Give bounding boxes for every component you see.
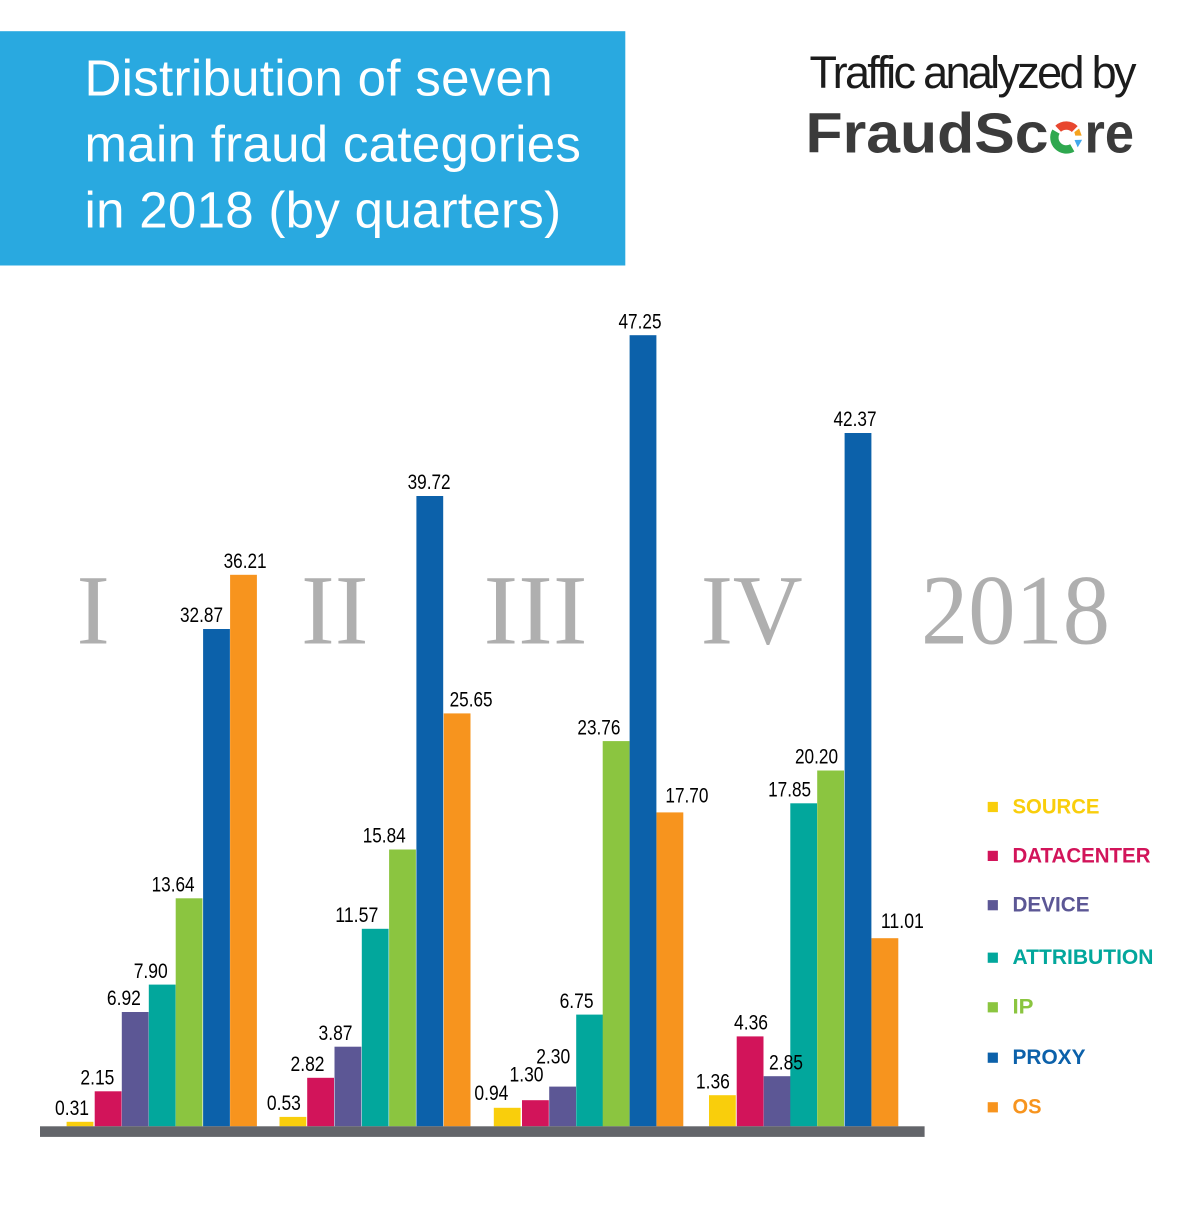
svg-text:2.30: 2.30	[536, 1044, 570, 1069]
svg-text:PROXY: PROXY	[1013, 1046, 1086, 1069]
svg-text:2018: 2018	[921, 555, 1110, 666]
svg-text:1.36: 1.36	[696, 1068, 730, 1093]
svg-text:0.94: 0.94	[474, 1080, 508, 1105]
svg-text:DATACENTER: DATACENTER	[1013, 844, 1151, 867]
svg-text:II: II	[301, 555, 369, 666]
svg-text:6.75: 6.75	[560, 988, 594, 1013]
svg-text:3.87: 3.87	[319, 1020, 353, 1045]
svg-text:SOURCE: SOURCE	[1013, 795, 1100, 818]
svg-text:36.21: 36.21	[224, 548, 267, 573]
svg-text:23.76: 23.76	[577, 714, 620, 739]
svg-text:0.53: 0.53	[267, 1090, 301, 1115]
svg-text:13.64: 13.64	[152, 872, 195, 897]
svg-text:I: I	[76, 555, 109, 666]
svg-text:ATTRIBUTION: ATTRIBUTION	[1013, 946, 1154, 969]
svg-text:15.84: 15.84	[363, 823, 406, 848]
svg-text:2.85: 2.85	[769, 1049, 803, 1074]
svg-text:32.87: 32.87	[180, 602, 223, 627]
svg-text:IP: IP	[1013, 996, 1034, 1019]
svg-text:4.36: 4.36	[734, 1010, 768, 1035]
svg-text:1.30: 1.30	[510, 1062, 544, 1087]
svg-text:2.15: 2.15	[80, 1065, 114, 1090]
svg-text:2.82: 2.82	[291, 1051, 325, 1076]
svg-text:39.72: 39.72	[408, 469, 451, 494]
svg-text:42.37: 42.37	[834, 406, 877, 431]
svg-text:re: re	[1085, 102, 1135, 166]
svg-text:20.20: 20.20	[795, 744, 838, 769]
svg-text:Distribution of seven: Distribution of seven	[85, 50, 553, 107]
svg-text:7.90: 7.90	[134, 958, 168, 983]
svg-text:DEVICE: DEVICE	[1013, 894, 1090, 917]
svg-text:0.31: 0.31	[55, 1095, 89, 1120]
svg-text:17.70: 17.70	[665, 783, 708, 808]
svg-text:6.92: 6.92	[107, 985, 141, 1010]
svg-text:III: III	[484, 555, 588, 666]
svg-text:main fraud categories: main fraud categories	[85, 116, 582, 173]
svg-text:47.25: 47.25	[619, 308, 662, 333]
svg-text:25.65: 25.65	[450, 687, 493, 712]
svg-text:IV: IV	[701, 555, 803, 666]
svg-text:FraudSc: FraudSc	[806, 102, 1049, 166]
svg-text:Traffic analyzed by: Traffic analyzed by	[810, 47, 1138, 98]
svg-text:11.57: 11.57	[335, 902, 378, 927]
svg-text:17.85: 17.85	[768, 777, 811, 802]
svg-text:11.01: 11.01	[881, 908, 924, 933]
svg-text:OS: OS	[1013, 1096, 1042, 1119]
svg-text:in 2018 (by quarters): in 2018 (by quarters)	[85, 182, 562, 239]
